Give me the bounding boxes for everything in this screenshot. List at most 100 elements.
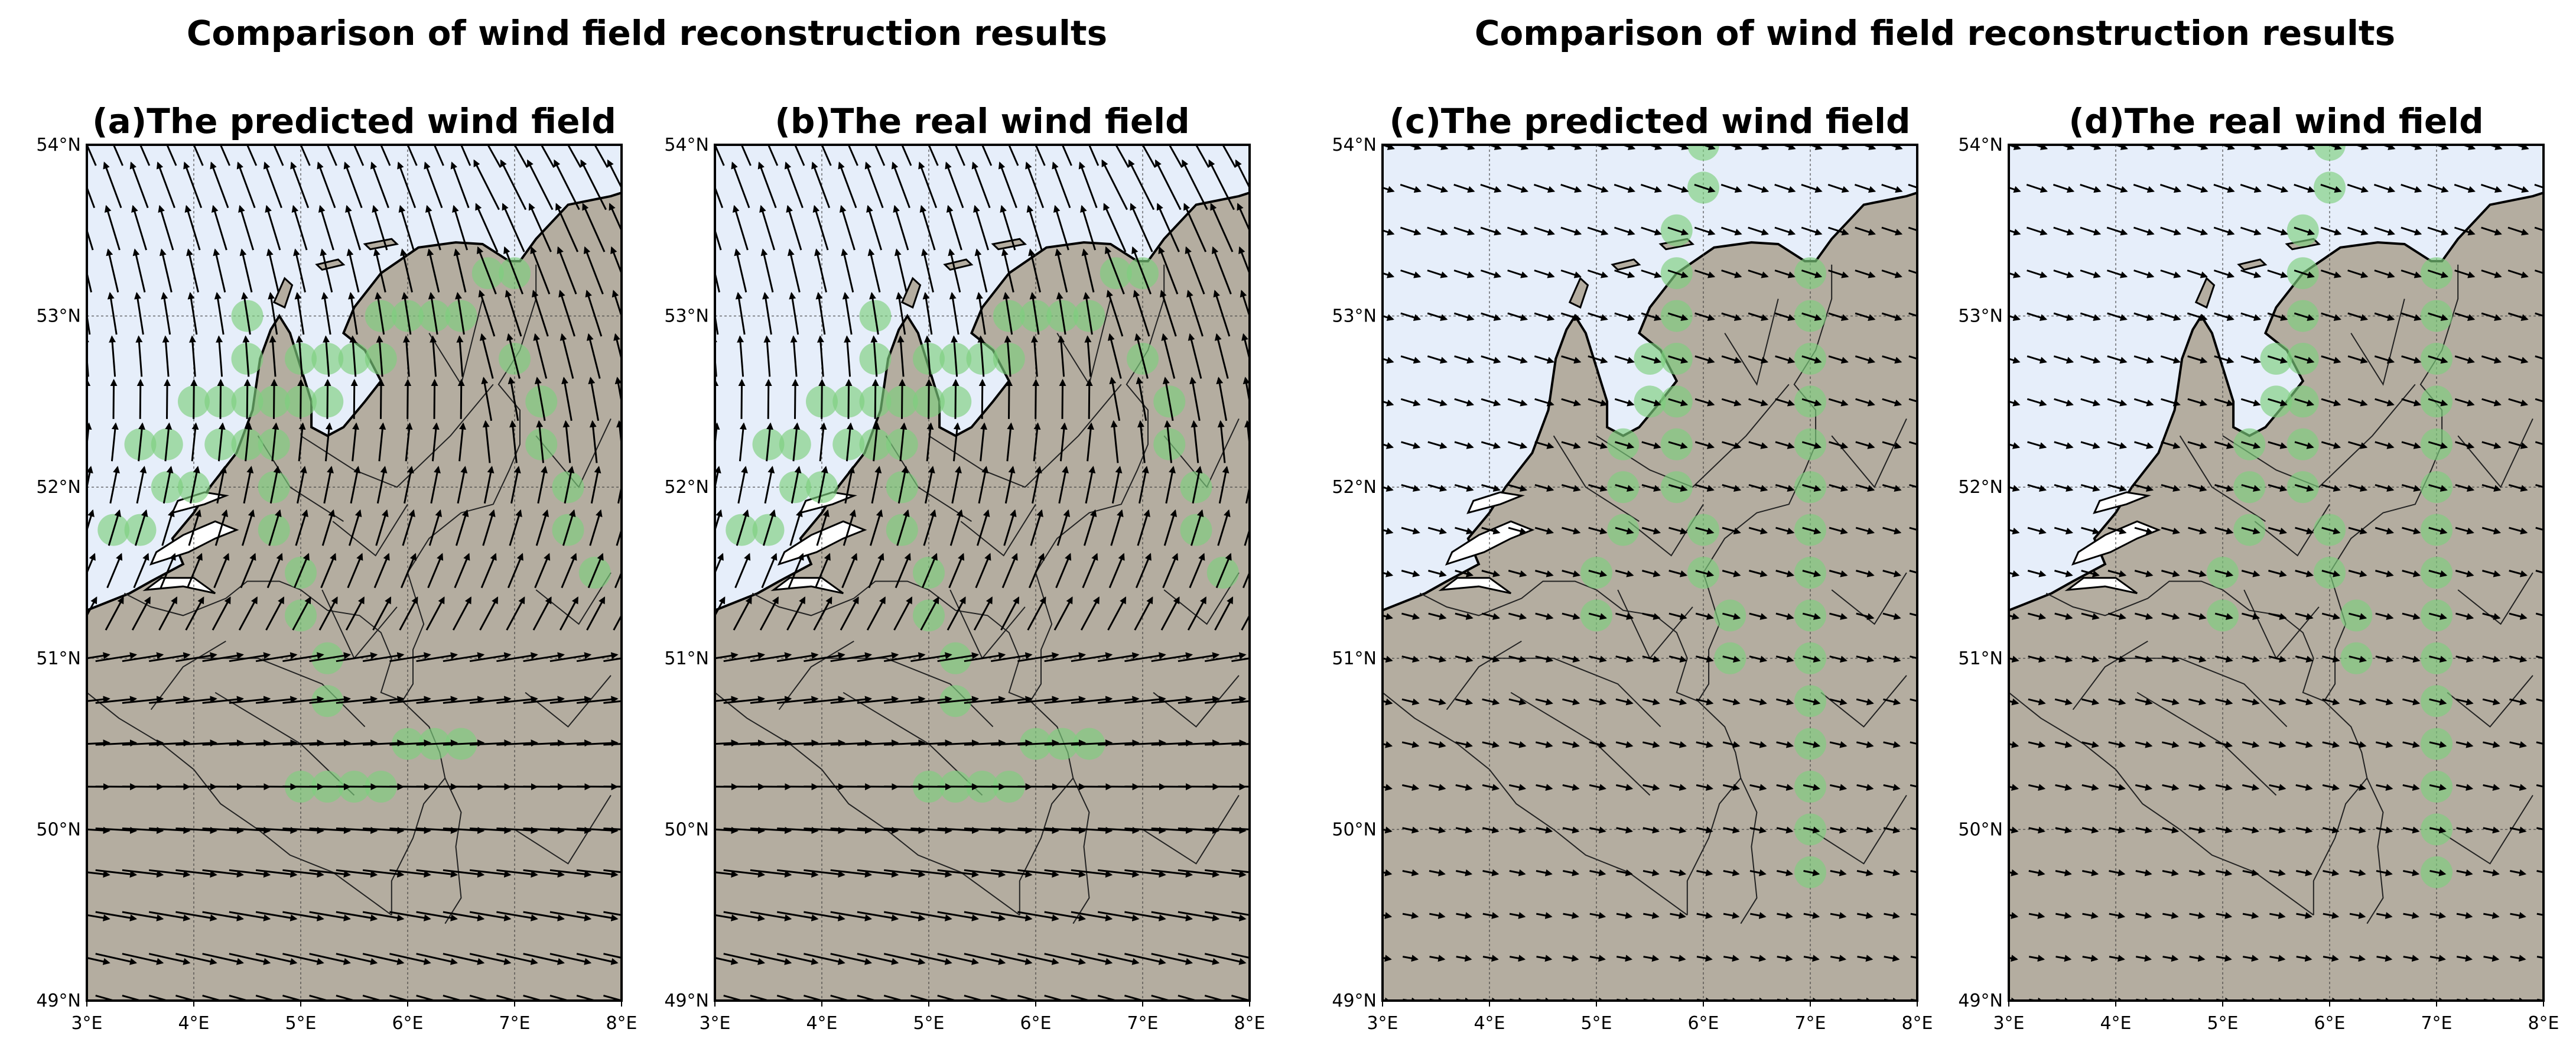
wind-vector bbox=[750, 953, 792, 965]
wind-vector bbox=[238, 204, 255, 251]
wind-vector bbox=[229, 827, 271, 835]
wind-vector bbox=[1081, 248, 1095, 293]
wind-vector bbox=[353, 145, 365, 166]
wind-vector bbox=[416, 869, 458, 878]
wind-vector bbox=[161, 509, 175, 546]
wind-vector bbox=[482, 420, 491, 463]
wind-vector bbox=[537, 466, 548, 504]
wind-vector bbox=[607, 159, 622, 190]
border-line bbox=[715, 692, 1020, 916]
wind-vector bbox=[324, 379, 331, 419]
wind-vector bbox=[389, 953, 431, 965]
wind-vector bbox=[1053, 596, 1073, 631]
wind-vector bbox=[373, 553, 390, 589]
wind-vector bbox=[255, 953, 298, 965]
wind-vector bbox=[122, 827, 164, 835]
wind-vector bbox=[549, 696, 592, 704]
lon-tick-label: 5°E bbox=[913, 1013, 944, 1034]
wind-vector bbox=[376, 466, 388, 504]
wind-vector bbox=[443, 827, 485, 835]
wind-vector bbox=[1071, 696, 1113, 704]
wind-vector bbox=[401, 291, 412, 335]
wind-vector bbox=[589, 420, 598, 463]
wind-vector bbox=[166, 145, 177, 166]
wind-vector bbox=[256, 739, 298, 747]
wind-vector bbox=[457, 466, 468, 504]
wind-vector bbox=[871, 466, 882, 504]
wind-vector bbox=[347, 553, 363, 589]
wind-vector bbox=[817, 335, 824, 377]
wind-vector bbox=[814, 553, 831, 589]
wind-vector bbox=[523, 827, 565, 835]
wind-vector bbox=[175, 869, 217, 878]
wind-vector bbox=[586, 333, 601, 379]
island bbox=[363, 238, 399, 251]
lat-tick-label: 49°N bbox=[664, 991, 709, 1011]
wind-vector bbox=[757, 161, 777, 209]
wind-vector bbox=[106, 553, 123, 589]
wind-vector bbox=[136, 466, 147, 504]
wind-vector bbox=[947, 596, 966, 631]
wind-vector bbox=[1071, 911, 1113, 921]
estuary bbox=[799, 491, 857, 514]
border-line bbox=[1153, 675, 1240, 728]
wind-vector bbox=[587, 553, 604, 589]
wind-vector bbox=[616, 527, 622, 546]
wind-vector bbox=[405, 422, 413, 462]
wind-vector bbox=[352, 422, 360, 462]
wind-vector bbox=[378, 379, 385, 419]
wind-vector bbox=[867, 248, 881, 293]
wind-vector bbox=[122, 696, 164, 704]
wind-vector bbox=[318, 204, 334, 251]
wind-vector bbox=[981, 145, 993, 166]
lat-tick-label: 52°N bbox=[36, 477, 81, 498]
wind-vector bbox=[336, 994, 358, 1001]
wind-vector bbox=[794, 145, 805, 166]
wind-vector bbox=[190, 466, 200, 504]
wind-vector bbox=[430, 466, 441, 504]
wind-vector bbox=[255, 911, 298, 921]
wind-vector bbox=[134, 509, 148, 546]
wind-vector bbox=[321, 509, 336, 546]
wind-vector bbox=[603, 657, 622, 663]
wind-vector bbox=[734, 553, 751, 589]
wind-vector bbox=[470, 827, 512, 835]
wind-vector bbox=[430, 335, 437, 377]
wind-vector bbox=[273, 145, 284, 166]
wind-vector bbox=[804, 827, 845, 835]
wind-vector bbox=[87, 957, 110, 965]
wind-vector bbox=[787, 248, 801, 293]
wind-vector bbox=[1004, 335, 1011, 377]
wind-vector bbox=[336, 953, 378, 965]
wind-vector bbox=[869, 291, 879, 335]
wind-vector bbox=[509, 509, 522, 546]
wind-vector bbox=[372, 204, 388, 251]
wind-vector bbox=[416, 652, 458, 663]
wind-vector bbox=[777, 739, 819, 747]
wind-vector bbox=[478, 290, 496, 337]
wind-vector bbox=[109, 335, 116, 377]
wind-vector bbox=[487, 145, 502, 168]
border-line bbox=[778, 640, 854, 710]
wind-vector bbox=[241, 509, 255, 546]
lon-tick-label: 4°E bbox=[1474, 1013, 1505, 1034]
wind-vector bbox=[557, 246, 577, 295]
wind-vector bbox=[739, 422, 747, 462]
wind-vector bbox=[841, 248, 854, 293]
wind-vector bbox=[175, 953, 217, 965]
wind-vector bbox=[343, 161, 363, 209]
wind-vector bbox=[399, 596, 418, 631]
wind-vector bbox=[978, 466, 989, 504]
wind-vector bbox=[840, 596, 859, 631]
wind-vector bbox=[496, 739, 538, 747]
wind-vector bbox=[389, 994, 411, 1001]
wind-vector bbox=[183, 161, 203, 209]
wind-vector bbox=[479, 333, 494, 379]
wind-vector bbox=[804, 696, 845, 704]
wind-vector bbox=[1071, 994, 1093, 1001]
wind-vector bbox=[263, 161, 282, 209]
wind-vector bbox=[899, 422, 908, 462]
wind-vector bbox=[549, 994, 572, 1001]
wind-vector bbox=[738, 379, 746, 419]
lat-tick-label: 49°N bbox=[1958, 991, 2003, 1011]
